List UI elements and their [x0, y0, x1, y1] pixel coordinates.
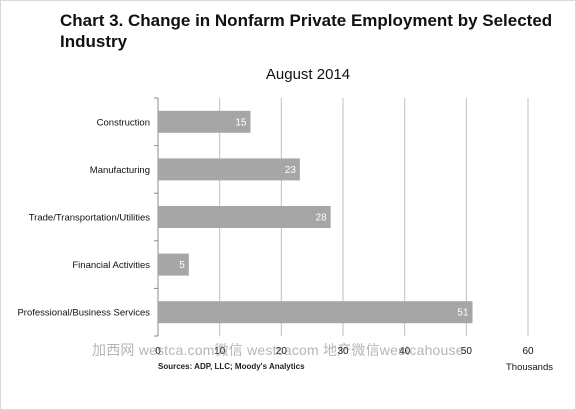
- category-label-1: Manufacturing: [90, 165, 150, 176]
- data-label-4: 51: [457, 308, 469, 319]
- category-label-2: Trade/Transportation/Utilities: [29, 213, 151, 224]
- x-tick-label-0: 0: [155, 346, 161, 357]
- category-label-0: Construction: [97, 117, 150, 128]
- data-label-3: 5: [179, 260, 185, 271]
- x-tick-label-3: 30: [337, 346, 349, 357]
- bar-4: [158, 301, 473, 324]
- bar-1: [158, 158, 300, 181]
- x-tick-label-4: 40: [399, 346, 411, 357]
- x-tick-label-1: 10: [214, 346, 226, 357]
- bar-3: [158, 253, 189, 276]
- x-tick-label-6: 60: [522, 346, 534, 357]
- category-label-3: Financial Activities: [72, 260, 150, 271]
- data-label-2: 28: [316, 213, 328, 224]
- x-tick-label-5: 50: [461, 346, 473, 357]
- chart-title: Chart 3. Change in Nonfarm Private Emplo…: [60, 11, 553, 51]
- bar-2: [158, 206, 331, 228]
- data-label-0: 15: [235, 117, 247, 128]
- chart-subtitle: August 2014: [265, 66, 351, 83]
- watermark: 加西网 westca.com微信 westcacom 地产微信westcahou…: [92, 342, 464, 358]
- x-axis-unit-label: Thousands: [506, 362, 554, 373]
- x-tick-label-2: 20: [276, 346, 288, 357]
- chart-source: Sources: ADP, LLC; Moody's Analytics: [158, 362, 305, 371]
- bar-0: [158, 110, 251, 133]
- data-label-1: 23: [285, 165, 297, 176]
- category-label-4: Professional/Business Services: [17, 308, 150, 319]
